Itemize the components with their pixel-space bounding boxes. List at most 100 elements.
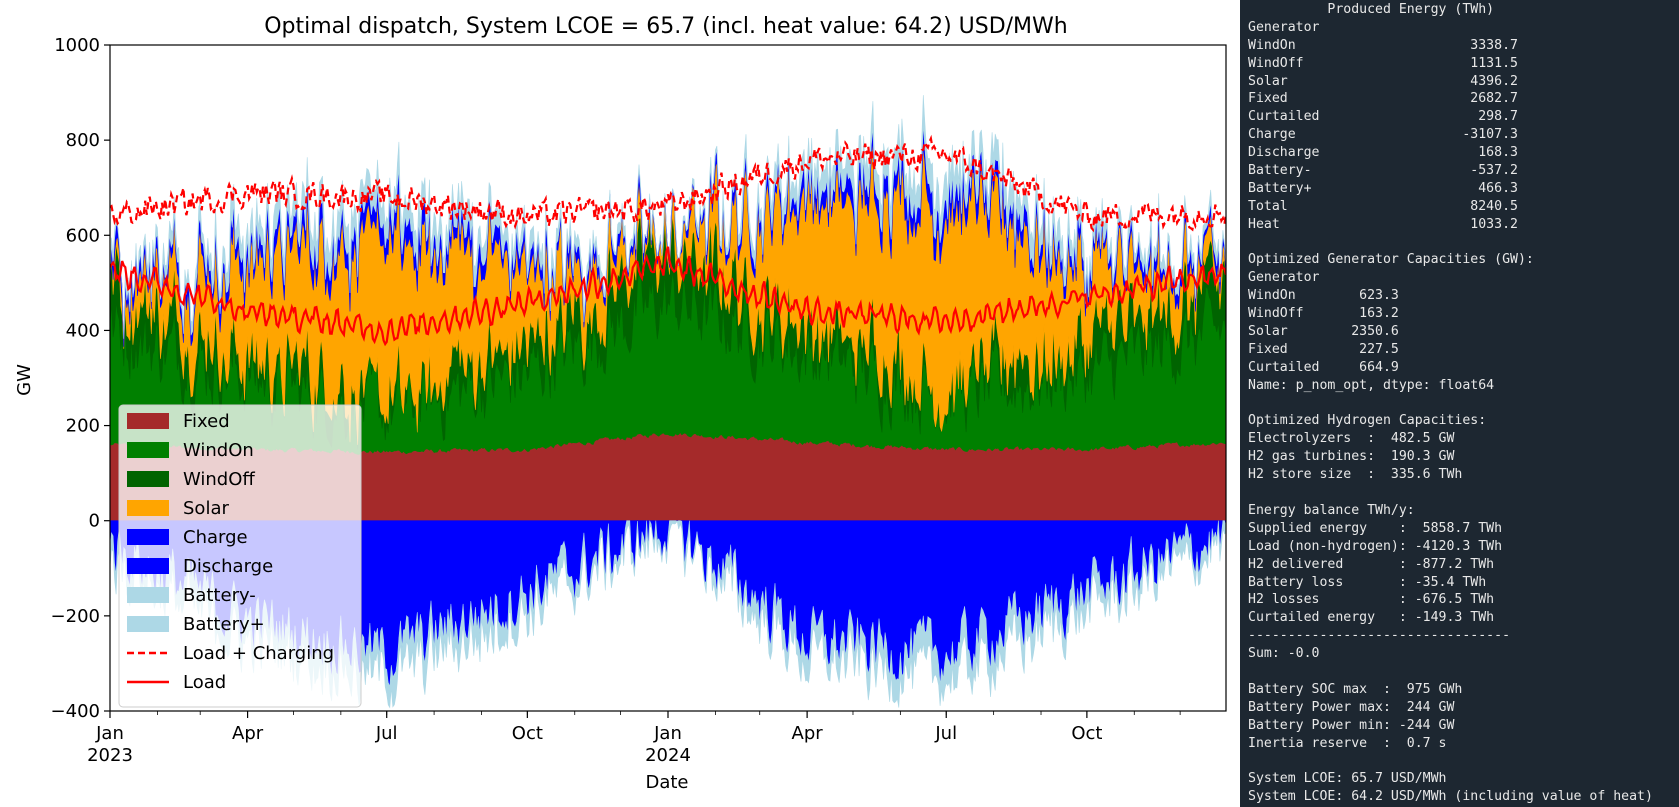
console-output: Produced Energy (TWh) Generator WindOn 333…	[1240, 0, 1679, 807]
console-line: H2 gas turbines: 190.3 GW	[1248, 449, 1455, 465]
legend-item: Battery-	[127, 585, 256, 606]
x-tick-label: Jul	[375, 723, 398, 744]
console-line: Generator	[1248, 270, 1320, 286]
console-line: Generator	[1248, 19, 1320, 35]
x-tick-sublabel: 2023	[87, 745, 133, 766]
dispatch-chart: Optimal dispatch, System LCOE = 65.7 (in…	[14, 14, 1227, 793]
legend-label: Battery+	[183, 614, 265, 635]
console-line: Fixed 2682.7	[1248, 91, 1518, 107]
console-line: Heat 1033.2	[1248, 216, 1518, 232]
legend-item: WindOn	[127, 440, 254, 461]
legend-swatch	[127, 442, 169, 458]
legend-label: Load	[183, 672, 226, 693]
x-tick-label: Jan	[653, 723, 682, 744]
x-tick-label: Oct	[1071, 723, 1102, 744]
console-line: Curtailed energy : -149.3 TWh	[1248, 610, 1495, 626]
console-line	[1248, 484, 1679, 502]
legend-item: Discharge	[127, 556, 273, 577]
area-battery	[110, 520, 1226, 709]
y-tick-label: 800	[66, 130, 100, 151]
console-line: Name: p_nom_opt, dtype: float64	[1248, 377, 1495, 393]
x-tick-label: Apr	[792, 723, 824, 744]
console-line: Sum: -0.0	[1248, 646, 1320, 662]
console-line: Energy balance TWh/y:	[1248, 502, 1415, 518]
legend-label: WindOff	[183, 469, 255, 490]
console-line: Discharge 168.3	[1248, 145, 1518, 161]
legend-item: Battery+	[127, 614, 265, 635]
legend-swatch	[127, 529, 169, 545]
x-tick-label: Jan	[95, 723, 124, 744]
console-line: ---------------------------------	[1248, 628, 1511, 644]
console-line	[1248, 395, 1679, 413]
console-line: Optimized Generator Capacities (GW):	[1248, 252, 1534, 268]
console-line: Curtailed 298.7	[1248, 109, 1518, 125]
console-line: Load (non-hydrogen): -4120.3 TWh	[1248, 538, 1503, 554]
y-tick-label: −400	[51, 701, 100, 722]
legend-label: Solar	[183, 498, 229, 519]
console-line: Battery SOC max : 975 GWh	[1248, 681, 1463, 697]
console-line: Fixed 227.5	[1248, 341, 1399, 357]
console-line: Battery+ 466.3	[1248, 180, 1518, 196]
console-line: Inertia reserve : 0.7 s	[1248, 735, 1447, 751]
console-line: Battery Power min: -244 GW	[1248, 717, 1455, 733]
y-tick-label: 0	[89, 511, 100, 532]
console-line	[1248, 663, 1679, 681]
y-tick-label: 1000	[54, 35, 100, 56]
legend-box	[118, 404, 362, 708]
x-tick-label: Jul	[934, 723, 957, 744]
console-line: Curtailed 664.9	[1248, 359, 1399, 375]
legend-label: Fixed	[183, 411, 230, 432]
dispatch-chart-svg: Optimal dispatch, System LCOE = 65.7 (in…	[14, 14, 1227, 793]
legend-item: Load	[127, 672, 226, 693]
console-line: Battery- -537.2	[1248, 163, 1518, 179]
console-line: WindOn 3338.7	[1248, 37, 1518, 53]
x-axis-label: Date	[645, 772, 688, 793]
y-tick-label: 600	[66, 225, 100, 246]
console-line: Optimized Hydrogen Capacities:	[1248, 413, 1487, 429]
console-line: System LCOE: 64.2 USD/MWh (including val…	[1248, 789, 1653, 805]
legend-swatch	[127, 616, 169, 632]
legend-item: Fixed	[127, 411, 230, 432]
console-line: Electrolyzers : 482.5 GW	[1248, 431, 1455, 447]
legend-label: Discharge	[183, 556, 273, 577]
legend-item: WindOff	[127, 469, 255, 490]
console-line: System LCOE: 65.7 USD/MWh	[1248, 771, 1447, 787]
legend-swatch	[127, 413, 169, 429]
console-line: H2 delivered : -877.2 TWh	[1248, 556, 1495, 572]
console-line: WindOn 623.3	[1248, 288, 1399, 304]
console-line: WindOff 163.2	[1248, 306, 1399, 322]
console-line	[1248, 234, 1679, 252]
legend-label: Battery-	[183, 585, 256, 606]
x-tick-label: Oct	[512, 723, 543, 744]
line-load	[110, 246, 1226, 347]
console-line: Produced Energy (TWh)	[1248, 2, 1495, 17]
legend-swatch	[127, 558, 169, 574]
legend-label: Charge	[183, 527, 248, 548]
console-line: Total 8240.5	[1248, 198, 1518, 214]
line-load-charging	[110, 134, 1226, 233]
console-line	[1248, 752, 1679, 770]
console-line: WindOff 1131.5	[1248, 55, 1518, 71]
chart-title: Optimal dispatch, System LCOE = 65.7 (in…	[264, 14, 1068, 39]
area-battery	[110, 95, 1226, 339]
legend-item: Solar	[127, 498, 229, 519]
plot-area	[110, 95, 1226, 709]
console-line: H2 losses : -676.5 TWh	[1248, 592, 1495, 608]
console-line: Battery loss : -35.4 TWh	[1248, 574, 1487, 590]
legend-label: WindOn	[183, 440, 254, 461]
legend-item: Load + Charging	[127, 643, 334, 664]
y-tick-label: −200	[51, 606, 100, 627]
legend-label: Load + Charging	[183, 643, 334, 664]
legend-swatch	[127, 500, 169, 516]
console-line: Supplied energy : 5858.7 TWh	[1248, 520, 1503, 536]
legend-swatch	[127, 587, 169, 603]
legend-swatch	[127, 471, 169, 487]
x-tick-sublabel: 2024	[645, 745, 691, 766]
x-tick-label: Apr	[232, 723, 264, 744]
console-line: Solar 2350.6	[1248, 324, 1399, 340]
y-tick-label: 400	[66, 320, 100, 341]
legend: Fixed WindOn WindOff Solar Charge Discharge Ba…	[118, 404, 362, 708]
y-tick-label: 200	[66, 416, 100, 437]
y-axis-label: GW	[14, 364, 35, 396]
